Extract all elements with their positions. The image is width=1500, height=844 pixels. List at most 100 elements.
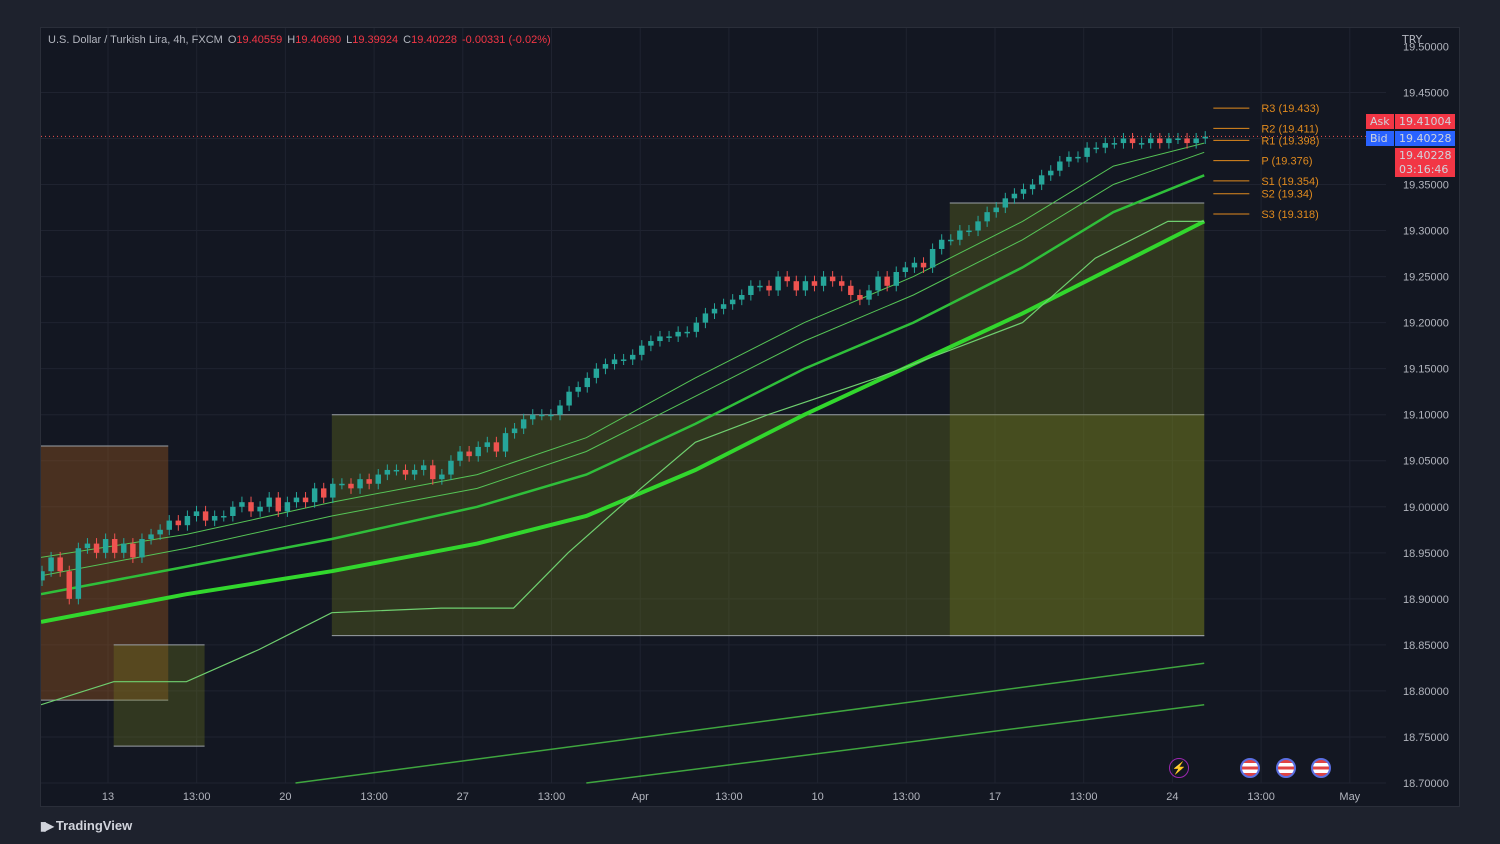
candle-body: [384, 469, 391, 475]
candle-body: [657, 336, 663, 342]
candle-body: [629, 354, 636, 360]
candle-body: [611, 359, 618, 365]
x-tick-label: 20: [279, 791, 291, 803]
candle-body: [929, 248, 936, 268]
lightning-icon[interactable]: ⚡: [1169, 758, 1189, 778]
candle-body: [557, 405, 563, 415]
candle-body: [239, 502, 245, 507]
us-flag-icon[interactable]: [1311, 758, 1331, 778]
candle-body: [829, 276, 836, 282]
candle-body: [57, 557, 63, 572]
candle-body: [793, 281, 800, 291]
candle-body: [711, 308, 718, 314]
series-line-ema_thin: [41, 151, 1205, 577]
candle-body: [702, 313, 709, 323]
candle-body: [911, 262, 918, 268]
bid-price: 19.40228: [1395, 131, 1455, 146]
last-price: 19.40228: [1395, 148, 1455, 163]
bar-countdown: 03:16:46: [1395, 162, 1455, 177]
open-value: 19.40559: [236, 34, 283, 46]
candle-body: [1166, 138, 1172, 144]
candle-body: [893, 271, 899, 286]
currency-label: TRY: [1402, 33, 1423, 46]
candle-body: [520, 419, 527, 429]
tradingview-logo[interactable]: ▮▶ TradingView: [40, 818, 132, 833]
series-line-ema_strong: [41, 219, 1206, 624]
candle-body: [257, 506, 263, 512]
candle-body: [157, 529, 163, 535]
candle-body: [1202, 136, 1208, 139]
candle-body: [102, 539, 109, 553]
candle-body: [1138, 143, 1145, 145]
symbol-header: U.S. Dollar / Turkish Lira, 4h, FXCM O19.…: [48, 34, 556, 46]
candle-body: [375, 474, 381, 484]
candle-body: [1084, 147, 1090, 157]
bid-label: Bid: [1366, 131, 1394, 146]
candle-body: [1002, 198, 1009, 208]
candle-body: [620, 359, 627, 361]
candle-body: [839, 281, 845, 286]
candle-body: [1057, 161, 1063, 171]
candle-body: [1075, 156, 1081, 159]
candle-body: [66, 571, 72, 599]
candle-body: [93, 543, 100, 553]
y-tick-label: 18.90000: [1403, 594, 1449, 606]
candle-body: [575, 387, 581, 392]
candle-body: [1020, 189, 1027, 194]
y-tick-label: 19.15000: [1403, 364, 1449, 376]
us-flag-icon[interactable]: [1240, 758, 1260, 778]
candle-body: [639, 345, 645, 355]
candle-body: [848, 285, 854, 296]
x-tick-label: 13:00: [893, 791, 921, 803]
candle-body: [966, 230, 972, 233]
chart-area[interactable]: R3 (19.433) R2 (19.411) R1 (19.398) P (19.3…: [40, 27, 1460, 807]
y-tick-label: 19.50000: [1403, 41, 1449, 53]
high-label: H: [287, 34, 296, 46]
candle-body: [948, 239, 954, 242]
candle-body: [766, 285, 772, 291]
candle-body: [648, 341, 654, 346]
candle-body: [402, 469, 409, 475]
candle-body: [366, 479, 372, 484]
candle-body: [148, 534, 154, 540]
pivot-label: S3 (19.318): [1261, 209, 1318, 221]
candle-body: [1102, 143, 1109, 148]
y-tick-label: 18.75000: [1403, 732, 1449, 744]
candle-body: [1066, 156, 1072, 162]
candle-body: [875, 276, 881, 291]
candle-body: [593, 368, 600, 378]
zone-box: [113, 644, 205, 747]
y-tick-label: 19.30000: [1403, 226, 1449, 238]
y-tick-label: 19.05000: [1403, 456, 1449, 468]
candle-body: [484, 442, 491, 447]
candle-body: [111, 539, 118, 553]
candle-body: [502, 433, 509, 452]
us-flag-icon[interactable]: [1276, 758, 1296, 778]
candle-body: [938, 239, 945, 249]
x-tick-label: 13: [102, 791, 114, 803]
ask-price: 19.41004: [1395, 114, 1455, 129]
candle-body: [857, 295, 863, 300]
candle-body: [221, 515, 227, 518]
open-label: O: [227, 34, 237, 46]
candle-body: [75, 548, 82, 599]
y-tick-label: 19.45000: [1403, 87, 1449, 99]
candle-body: [984, 212, 990, 222]
chart-canvas[interactable]: R3 (19.433) R2 (19.411)R1 (19.398) P (19.3…: [41, 28, 1461, 808]
candle-body: [439, 474, 445, 480]
y-tick-label: 19.10000: [1403, 410, 1449, 422]
y-tick-label: 19.35000: [1403, 180, 1449, 192]
candle-body: [684, 331, 690, 334]
candle-body: [884, 276, 890, 286]
series-line-trail: [41, 220, 1205, 706]
candle-body: [1048, 170, 1054, 176]
series-line-channel: [295, 662, 1205, 784]
candle-body: [266, 497, 272, 507]
candle-body: [1093, 147, 1099, 150]
y-tick-label: 18.80000: [1403, 686, 1449, 698]
candle-body: [693, 322, 700, 332]
candle-body: [511, 428, 518, 434]
candle-body: [957, 230, 963, 240]
symbol-title[interactable]: U.S. Dollar / Turkish Lira, 4h, FXCM: [48, 34, 223, 46]
x-tick-label: 24: [1166, 791, 1178, 803]
